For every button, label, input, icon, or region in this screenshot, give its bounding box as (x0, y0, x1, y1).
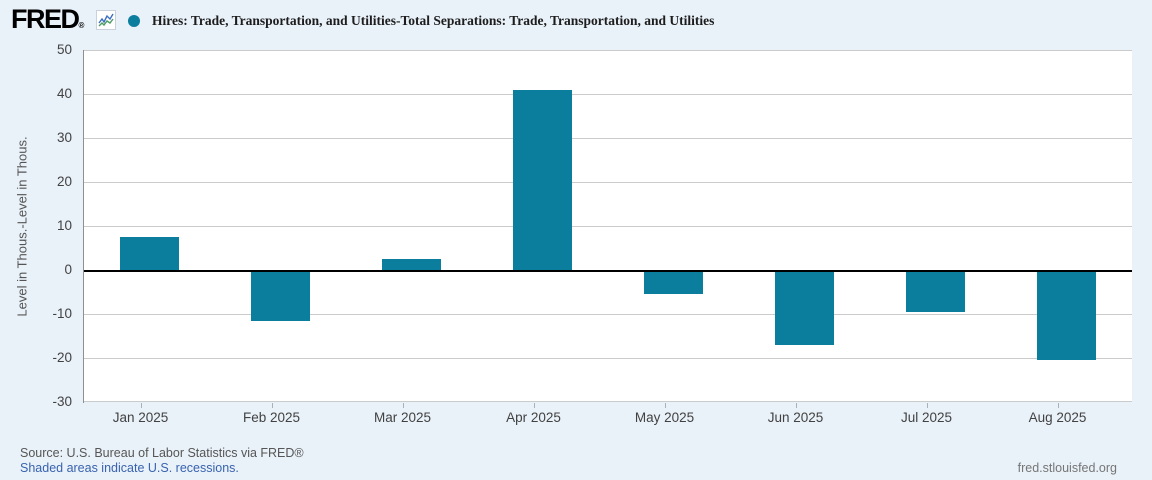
x-tick-label-apr-2025: Apr 2025 (506, 410, 561, 425)
x-tick-label-jul-2025: Jul 2025 (900, 410, 953, 425)
x-tick-label-feb-2025: Feb 2025 (242, 410, 301, 425)
x-tick-label-may-2025: May 2025 (634, 410, 695, 425)
x-axis-labels: Jan 2025 Feb 2025 Mar 2025 Apr 2025 May 2025… (84, 410, 1132, 428)
chart-title: Hires: Trade, Transportation, and Utilit… (152, 13, 715, 28)
gridline--20 (84, 358, 1132, 359)
y-tick-label-40: 40 (56, 86, 72, 101)
x-tick-mark (534, 403, 535, 408)
x-tick-mark (403, 403, 404, 408)
y-axis-line (83, 50, 84, 403)
bar-apr-2025[interactable] (513, 89, 572, 270)
bar-jun-2025[interactable] (775, 270, 834, 345)
x-tick-label-jun-2025: Jun 2025 (767, 410, 824, 425)
line-chart-icon[interactable] (96, 10, 116, 30)
gridline-40 (84, 94, 1132, 95)
bar-mar-2025[interactable] (382, 259, 441, 270)
gridline-20 (84, 182, 1132, 183)
gridline--10 (84, 314, 1132, 315)
y-tick-label-30: 30 (56, 130, 72, 145)
gridline--30 (84, 401, 1132, 402)
fred-logo[interactable]: FRED® (11, 4, 85, 34)
y-tick-label-10: 10 (56, 218, 72, 233)
x-tick-mark (1058, 403, 1059, 408)
bar-feb-2025[interactable] (251, 270, 310, 321)
gridline-10 (84, 226, 1132, 227)
bar-may-2025[interactable] (644, 270, 703, 295)
series-legend-marker-icon (128, 15, 140, 27)
fred-logo-text: FRED (11, 4, 80, 34)
y-tick-label--20: -20 (52, 350, 72, 365)
zero-line (84, 270, 1132, 272)
x-tick-mark (272, 403, 273, 408)
x-tick-mark (141, 403, 142, 408)
plot-area (83, 50, 1132, 408)
x-tick-label-jan-2025: Jan 2025 (112, 410, 169, 425)
x-tick-label-aug-2025: Aug 2025 (1028, 410, 1087, 425)
gridline-50 (84, 50, 1132, 51)
y-tick-label--10: -10 (52, 306, 72, 321)
y-tick-label-0: 0 (64, 262, 72, 277)
x-tick-mark (927, 403, 928, 408)
recession-note-link[interactable]: Shaded areas indicate U.S. recessions. (20, 461, 239, 475)
bar-jan-2025[interactable] (120, 237, 179, 270)
sparkline-svg (98, 13, 114, 27)
x-tick-label-mar-2025: Mar 2025 (373, 410, 432, 425)
y-tick-label-50: 50 (56, 42, 72, 57)
registered-mark: ® (78, 21, 85, 30)
bar-aug-2025[interactable] (1037, 270, 1096, 361)
x-tick-mark (796, 403, 797, 408)
x-tick-mark (665, 403, 666, 408)
source-text: Source: U.S. Bureau of Labor Statistics … (20, 446, 304, 460)
y-tick-label--30: -30 (52, 394, 72, 409)
gridline-30 (84, 138, 1132, 139)
y-tick-label-20: 20 (56, 174, 72, 189)
fred-site-link[interactable]: fred.stlouisfed.org (1017, 461, 1117, 475)
bar-jul-2025[interactable] (906, 270, 965, 312)
